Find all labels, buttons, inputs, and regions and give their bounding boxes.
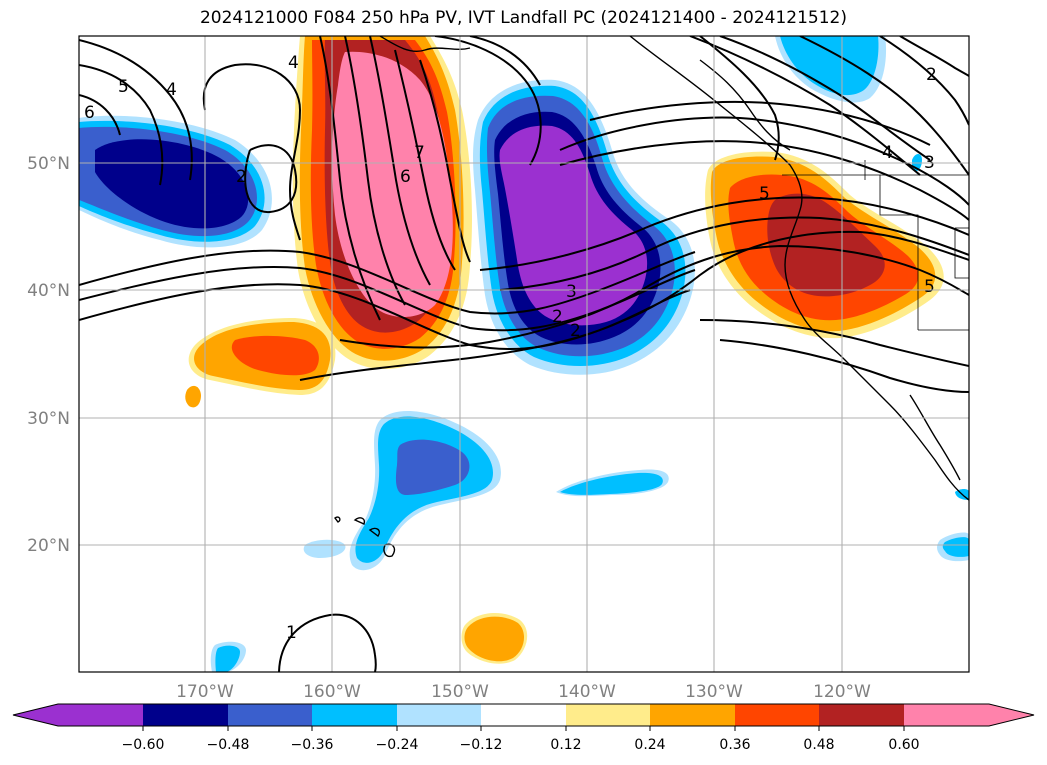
contours [79, 36, 969, 672]
colorbar-swatch [481, 704, 566, 726]
contour-label: 1 [286, 623, 297, 643]
colorbar-extend-left [13, 704, 58, 726]
colorbar-swatch [650, 704, 735, 726]
contour-label: 2 [926, 65, 937, 85]
lat-label: 40°N [27, 281, 70, 301]
colorbar-swatch [228, 704, 312, 726]
colorbar-swatch [58, 704, 143, 726]
figure-title: 2024121000 F084 250 hPa PV, IVT Landfall… [199, 8, 847, 28]
lon-label: 150°W [431, 682, 489, 702]
contour-label: 3 [566, 282, 577, 302]
contour-label: 7 [414, 143, 425, 163]
colorbar-swatch [904, 704, 989, 726]
colorbar-tick-label: −0.12 [460, 737, 503, 753]
contour-label: 2 [236, 167, 247, 187]
lat-label: 30°N [27, 409, 70, 429]
colorbar-swatch [397, 704, 481, 726]
lat-label: 50°N [27, 154, 70, 174]
colorbar-tick-label: 0.60 [888, 737, 919, 753]
lon-label: 160°W [303, 682, 361, 702]
colorbar-swatch [312, 704, 397, 726]
colorbar-tick-label: 0.12 [550, 737, 581, 753]
contour-label: 5 [924, 277, 935, 297]
lat-labels: 50°N 40°N 30°N 20°N [27, 154, 70, 556]
colorbar-tick-label: 0.36 [719, 737, 750, 753]
colorbar-swatch [566, 704, 650, 726]
colorbar-swatch [819, 704, 904, 726]
lon-label: 120°W [813, 682, 871, 702]
contour-label: 5 [759, 184, 770, 204]
lon-labels: 170°W 160°W 150°W 140°W 130°W 120°W [176, 682, 871, 702]
contour-label: 2 [552, 307, 563, 327]
lon-label: 170°W [176, 682, 234, 702]
colorbar-tick-label: 0.48 [803, 737, 834, 753]
colorbar-tick-label: −0.60 [122, 737, 165, 753]
contour-label: 4 [882, 143, 893, 163]
contour-label: 6 [400, 167, 411, 187]
colorbar-tick-label: −0.36 [291, 737, 334, 753]
colorbar-tick-label: 0.24 [634, 737, 665, 753]
colorbar-tick-label: −0.48 [207, 737, 250, 753]
contour-label: 2 [570, 321, 581, 341]
contour-label: 6 [84, 103, 95, 123]
colorbar-tick-label: −0.24 [376, 737, 419, 753]
lon-label: 130°W [685, 682, 743, 702]
borders [782, 160, 969, 331]
colorbar-ticks [142, 726, 905, 731]
lon-label: 140°W [558, 682, 616, 702]
map-frame [78, 35, 970, 673]
contour-label: 5 [118, 77, 129, 97]
colorbar: −0.60 −0.48 −0.36 −0.24 −0.12 0.12 0.24 … [12, 703, 1035, 753]
colorbar-swatch [735, 704, 819, 726]
colorbar-swatch [143, 704, 228, 726]
gridlines [79, 36, 969, 672]
contour-label: 4 [166, 80, 177, 100]
lat-label: 20°N [27, 536, 70, 556]
contour-label: 4 [288, 53, 299, 73]
colorbar-outline [12, 703, 1035, 727]
colorbar-extend-right [989, 704, 1034, 726]
